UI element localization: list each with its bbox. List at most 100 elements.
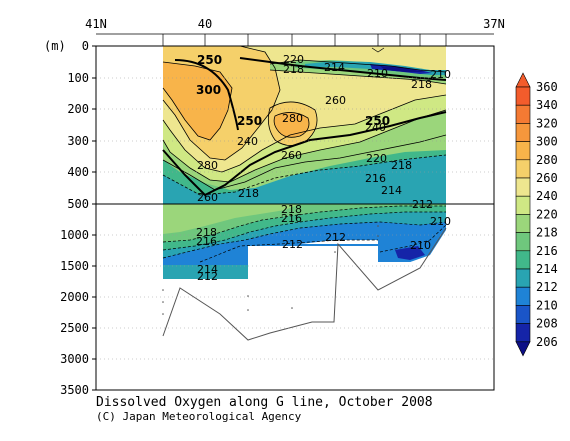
colorbar-swatch (515, 232, 531, 252)
colorbar-swatch (515, 214, 531, 233)
contour-labels: 250 220 218 214 210 218 210 300 260 250 … (196, 53, 451, 283)
contour-label: 214 (197, 263, 218, 276)
colorbar-swatch (515, 250, 531, 270)
colorbar: 360 340 320 300 280 260 240 220 218 216 214 212 210 2… (515, 72, 558, 357)
contour-label: 218 (391, 159, 412, 172)
contour-label: 240 (237, 135, 258, 148)
contour-label: 210 (367, 67, 388, 80)
colorbar-swatch (515, 195, 531, 215)
y-tick-1500: 1500 (60, 259, 89, 273)
colorbar-swatch (515, 268, 531, 288)
plot-frame (95, 45, 495, 391)
y-tick-marks (92, 45, 96, 391)
y-tick-labels: 0 100 200 300 400 500 1000 1500 2000 250… (60, 39, 89, 397)
contour-label: 216 (281, 212, 302, 225)
colorbar-level-label: 210 (536, 298, 558, 312)
colorbar-swatch (515, 104, 531, 124)
y-tick-100: 100 (67, 71, 89, 85)
band-220-deep (163, 204, 300, 234)
contour-label: 260 (281, 149, 302, 162)
colorbar-level-label: 216 (536, 244, 558, 258)
y-tick-200: 200 (67, 102, 89, 116)
contour-label: 218 (196, 226, 217, 239)
colorbar-level-label: 212 (536, 280, 558, 294)
contour-label: 212 (412, 198, 433, 211)
colorbar-level-label: 220 (536, 207, 558, 221)
contour-label: 218 (283, 63, 304, 76)
contour-label: 250 (237, 114, 262, 128)
contour-label: 260 (325, 94, 346, 107)
contour-label: 214 (324, 61, 345, 74)
x-tick-37n: 37N (483, 17, 505, 31)
contour-label: 218 (411, 78, 432, 91)
colorbar-swatch (515, 141, 531, 161)
contour-label: 216 (196, 235, 217, 248)
colorbar-level-label: 214 (536, 262, 558, 276)
colorbar-swatch (515, 323, 531, 343)
colorbar-swatch (515, 123, 531, 142)
colorbar-level-label: 300 (536, 135, 558, 149)
upper-panel-fill (162, 46, 447, 204)
colorbar-level-label: 208 (536, 317, 558, 331)
contour-label: 212 (282, 238, 303, 251)
colorbar-level-label: 340 (536, 98, 558, 112)
contour-label: 250 (197, 53, 222, 67)
colorbar-level-label: 280 (536, 153, 558, 167)
y-tick-1000: 1000 (60, 228, 89, 242)
contour-label: 280 (197, 159, 218, 172)
contour-label: 250 (365, 114, 390, 128)
credit-text: (C) Japan Meteorological Agency (96, 410, 302, 423)
colorbar-swatch (515, 286, 531, 306)
contour-label: 218 (281, 203, 302, 216)
contour-label: 218 (238, 187, 259, 200)
colorbar-swatch (515, 86, 531, 106)
contour-label: 214 (381, 184, 402, 197)
contour-label: 212 (197, 270, 218, 283)
contour-label: 212 (325, 231, 346, 244)
colorbar-bottom-triangle (515, 341, 531, 357)
station-markers (96, 33, 494, 53)
y-tick-300: 300 (67, 134, 89, 148)
sample-dots (162, 225, 379, 315)
chart-title: Dissolved Oxygen along G line, October 2… (96, 395, 433, 410)
x-tick-40: 40 (198, 17, 212, 31)
y-tick-3000: 3000 (60, 352, 89, 366)
band-280 (163, 62, 232, 140)
lower-panel-fill (162, 204, 447, 341)
colorbar-top-triangle (515, 72, 531, 88)
contour-label: 260 (197, 191, 218, 204)
lower-contour-lines (162, 205, 447, 263)
contour-label: 210 (430, 68, 451, 81)
contour-label: 216 (365, 172, 386, 185)
contour-label: 210 (430, 215, 451, 228)
x-tick-41n: 41N (85, 17, 107, 31)
contour-label: 280 (282, 112, 303, 125)
contour-label: 300 (196, 83, 221, 97)
contour-label: 220 (283, 53, 304, 66)
y-tick-400: 400 (67, 165, 89, 179)
contour-label: 240 (365, 121, 386, 134)
y-tick-2000: 2000 (60, 290, 89, 304)
y-tick-0: 0 (82, 39, 89, 53)
colorbar-level-label: 260 (536, 171, 558, 185)
contour-label: 220 (366, 152, 387, 165)
colorbar-level-label: 240 (536, 189, 558, 203)
colorbar-level-label: 206 (536, 335, 558, 349)
upper-contour-lines (162, 46, 447, 196)
colorbar-level-label: 218 (536, 226, 558, 240)
contour-label: 210 (410, 239, 431, 252)
y-tick-3500: 3500 (60, 383, 89, 397)
y-axis-label: (m) (44, 39, 66, 53)
band-212-mid (248, 244, 378, 246)
colorbar-level-label: 360 (536, 80, 558, 94)
colorbar-swatch (515, 159, 531, 179)
band-208-east (395, 246, 425, 260)
y-tick-2500: 2500 (60, 321, 89, 335)
band-212 (163, 155, 446, 204)
colorbar-swatch (515, 305, 531, 324)
y-tick-500: 500 (67, 197, 89, 211)
colorbar-swatch (515, 177, 531, 197)
band-214-bottom (163, 265, 248, 279)
